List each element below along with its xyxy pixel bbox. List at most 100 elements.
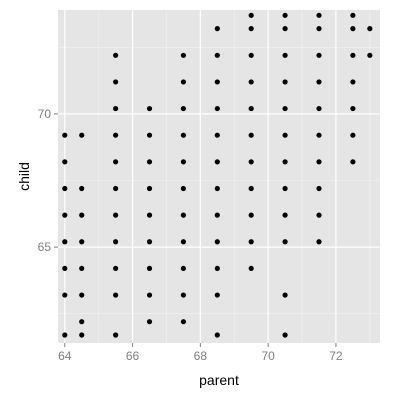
data-point <box>282 292 288 298</box>
data-point <box>62 239 68 245</box>
x-tick-label: 64 <box>58 349 72 363</box>
x-tick-label: 72 <box>329 349 343 363</box>
data-point <box>214 212 220 218</box>
data-point <box>282 26 288 32</box>
data-point <box>62 292 68 298</box>
data-point <box>350 105 356 112</box>
data-point <box>248 265 254 272</box>
data-point <box>79 239 85 245</box>
data-point <box>248 185 254 192</box>
data-point <box>180 79 187 85</box>
data-point <box>214 185 220 192</box>
data-point <box>113 212 119 218</box>
x-tick-label: 68 <box>194 349 208 363</box>
data-point <box>180 212 187 218</box>
data-point <box>350 132 356 138</box>
data-point <box>316 185 322 192</box>
data-point <box>316 79 322 85</box>
data-point <box>180 159 187 165</box>
data-point <box>316 132 322 138</box>
data-point <box>146 159 153 165</box>
data-point <box>248 26 254 32</box>
data-point <box>79 265 85 272</box>
data-point <box>214 239 220 245</box>
data-point <box>367 52 373 58</box>
data-point <box>214 26 220 32</box>
data-point <box>367 26 373 32</box>
data-point <box>350 26 356 32</box>
data-point <box>282 212 288 218</box>
data-point <box>282 12 288 18</box>
data-point <box>113 265 119 272</box>
data-point <box>350 12 356 18</box>
data-point <box>113 185 119 192</box>
x-axis-title: parent <box>199 372 239 388</box>
data-point <box>113 292 119 298</box>
axis-ticks <box>54 113 337 347</box>
data-point <box>316 212 322 218</box>
data-point <box>214 292 220 298</box>
data-point <box>248 12 254 18</box>
data-point <box>180 105 187 112</box>
data-point <box>214 105 220 112</box>
data-point <box>113 132 119 138</box>
tick-labels: 64 66 68 70 72 65 70 <box>38 107 343 363</box>
data-point <box>62 159 68 165</box>
data-point <box>350 79 356 85</box>
data-point <box>180 292 187 298</box>
data-point <box>79 132 85 138</box>
y-axis-title: child <box>16 162 32 191</box>
data-point <box>350 159 356 165</box>
data-point <box>113 52 119 58</box>
data-point <box>248 239 254 245</box>
data-point <box>146 239 153 245</box>
data-point <box>62 132 68 138</box>
data-point <box>180 319 187 325</box>
major-gridlines <box>58 10 380 343</box>
data-point <box>282 105 288 112</box>
data-point <box>282 332 288 338</box>
data-point <box>180 265 187 272</box>
data-point <box>248 132 254 138</box>
data-point <box>282 185 288 192</box>
x-tick-label: 66 <box>126 349 140 363</box>
data-point <box>146 319 153 325</box>
data-point <box>113 239 119 245</box>
data-point <box>282 239 288 245</box>
data-point <box>282 132 288 138</box>
data-point <box>316 239 322 245</box>
x-tick-label: 70 <box>261 349 275 363</box>
data-point <box>79 185 85 192</box>
y-tick-label: 70 <box>38 107 52 121</box>
data-point <box>146 185 153 192</box>
plot-panel <box>58 10 380 343</box>
data-point <box>62 332 68 338</box>
data-point <box>316 12 322 18</box>
data-point <box>79 332 85 338</box>
y-tick-label: 65 <box>38 240 52 254</box>
data-point <box>248 212 254 218</box>
data-point <box>248 79 254 85</box>
data-point <box>146 292 153 298</box>
data-point <box>350 52 356 58</box>
data-point <box>146 105 153 112</box>
data-point <box>214 79 220 85</box>
data-point <box>113 159 119 165</box>
data-point <box>214 132 220 138</box>
data-point <box>214 265 220 272</box>
data-point <box>146 265 153 272</box>
data-point <box>113 105 119 112</box>
data-point <box>79 212 85 218</box>
data-point <box>282 79 288 85</box>
data-point <box>180 185 187 192</box>
data-point <box>62 185 68 192</box>
data-point <box>214 332 220 338</box>
data-point <box>79 292 85 298</box>
data-point <box>248 52 254 58</box>
data-point <box>316 52 322 58</box>
data-point <box>146 132 153 138</box>
data-point <box>180 239 187 245</box>
data-point <box>113 332 119 338</box>
data-points <box>62 12 373 338</box>
